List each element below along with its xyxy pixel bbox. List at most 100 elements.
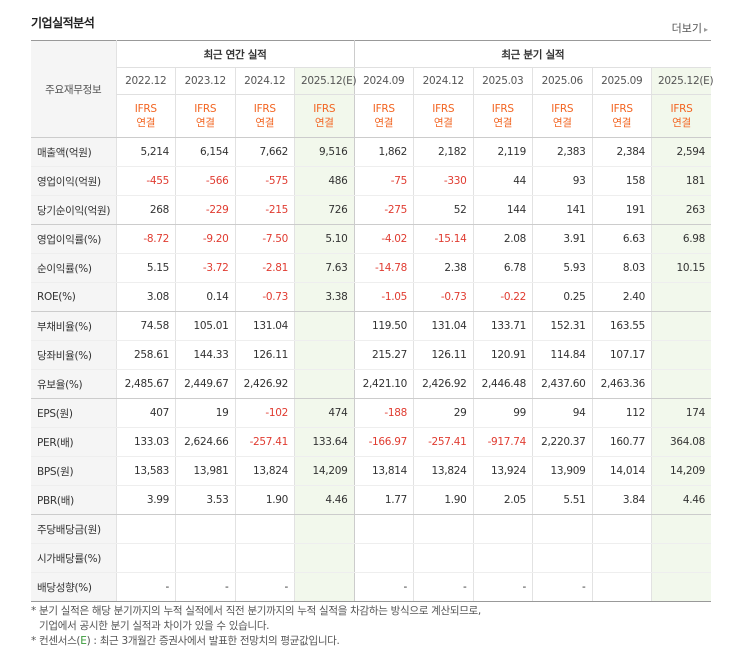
table-cell: [532, 543, 592, 573]
row-label: 순이익률(%): [31, 253, 116, 283]
row-label: EPS(원): [31, 398, 116, 428]
table-cell: -: [472, 572, 533, 602]
table-cell: [591, 543, 652, 573]
table-cell: 5.93: [532, 253, 592, 283]
ifrs-label: IFRS 연결: [294, 94, 354, 138]
period-header: 2024.12: [413, 67, 473, 95]
table-cell: 131.04: [413, 311, 473, 341]
table-cell: -215: [234, 195, 295, 225]
table-cell: 13,909: [532, 456, 592, 486]
row-label: 당기순이익(억원): [31, 195, 116, 225]
table-cell: 2,119: [472, 137, 533, 167]
table-cell: 114.84: [532, 340, 592, 370]
table-cell: 112: [591, 398, 652, 428]
table-cell: 133.64: [294, 427, 354, 457]
ifrs-line1: IFRS: [134, 103, 157, 115]
ifrs-label: IFRS 연결: [353, 94, 414, 138]
table-cell: 74.58: [115, 311, 176, 341]
table-cell: 474: [294, 398, 354, 428]
table-cell: -566: [175, 166, 235, 196]
table-cell: -: [353, 572, 414, 602]
table-cell: 120.91: [472, 340, 533, 370]
table-cell: [651, 282, 711, 312]
table-cell: [651, 543, 711, 573]
period-header: 2025.12(E): [651, 67, 714, 95]
table-cell: 14,209: [651, 456, 711, 486]
table-row: 영업이익(억원) -455 -566 -575 486 -75 -330 44 93 158 181: [31, 166, 711, 196]
table-cell: [115, 543, 176, 573]
table-cell: -0.73: [234, 282, 295, 312]
table-row: 당좌비율(%) 258.61 144.33 126.11 215.27 126.11 120…: [31, 340, 711, 370]
chevron-right-icon: ▸: [703, 25, 708, 34]
footnote-2-prefix: * 컨센서스(: [31, 635, 81, 647]
ifrs-line1: IFRS: [551, 103, 574, 115]
ifrs-line1: IFRS: [253, 103, 276, 115]
table-cell: 14,209: [294, 456, 354, 486]
table-cell: 52: [413, 195, 473, 225]
table-cell: 2.38: [413, 253, 473, 283]
row-label: 당좌비율(%): [31, 340, 116, 370]
table-cell: 133.71: [472, 311, 533, 341]
ifrs-line2: 연결: [136, 117, 156, 129]
table-cell: 6.98: [651, 224, 711, 254]
table-cell: 133.03: [115, 427, 176, 457]
table-cell: -8.72: [115, 224, 176, 254]
ifrs-line2: 연결: [374, 117, 394, 129]
period-header: 2025.09: [591, 67, 652, 95]
ifrs-line1: IFRS: [194, 103, 217, 115]
table-cell: -4.02: [353, 224, 414, 254]
table-cell: 486: [294, 166, 354, 196]
table-cell: -: [115, 572, 176, 602]
row-label: PBR(배): [31, 485, 116, 515]
table-cell: 2,426.92: [413, 369, 473, 399]
table-cell: [591, 572, 652, 602]
table-cell: 126.11: [413, 340, 473, 370]
annual-group-header: 최근 연간 실적: [115, 40, 354, 68]
table-cell: 2,437.60: [532, 369, 592, 399]
table-cell: -229: [175, 195, 235, 225]
table-cell: -15.14: [413, 224, 473, 254]
table-cell: 13,814: [353, 456, 414, 486]
row-label: 영업이익률(%): [31, 224, 116, 254]
table-cell: 2.40: [591, 282, 652, 312]
row-label: 유보율(%): [31, 369, 116, 399]
ifrs-line1: IFRS: [372, 103, 395, 115]
table-cell: 3.53: [175, 485, 235, 515]
table-row: 유보율(%) 2,485.67 2,449.67 2,426.92 2,421.10 2,…: [31, 369, 711, 399]
table-cell: 2,182: [413, 137, 473, 167]
table-cell: 144: [472, 195, 533, 225]
ifrs-line2: 연결: [612, 117, 632, 129]
table-row: BPS(원) 13,583 13,981 13,824 14,209 13,814 13,8…: [31, 456, 711, 486]
table-cell: [651, 369, 711, 399]
table-cell: [591, 514, 652, 544]
period-header: 2025.03: [472, 67, 533, 95]
table-cell: 3.38: [294, 282, 354, 312]
table-cell: [472, 514, 533, 544]
ifrs-line2: 연결: [493, 117, 513, 129]
table-cell: 407: [115, 398, 176, 428]
table-cell: -: [175, 572, 235, 602]
table-cell: -: [413, 572, 473, 602]
table-cell: -75: [353, 166, 414, 196]
ifrs-line1: IFRS: [432, 103, 455, 115]
estimate-marker: E: [80, 635, 87, 647]
table-cell: [651, 572, 711, 602]
table-cell: 6.63: [591, 224, 652, 254]
table-cell: [294, 369, 354, 399]
table-cell: 44: [472, 166, 533, 196]
row-label: 배당성향(%): [31, 572, 116, 602]
table-cell: [413, 514, 473, 544]
more-link[interactable]: 더보기 ▸: [672, 20, 708, 36]
table-cell: -2.81: [234, 253, 295, 283]
table-cell: -9.20: [175, 224, 235, 254]
table-cell: [294, 543, 354, 573]
table-cell: 5.15: [115, 253, 176, 283]
table-cell: 1.90: [413, 485, 473, 515]
row-label: PER(배): [31, 427, 116, 457]
table-cell: 2,449.67: [175, 369, 235, 399]
table-cell: 126.11: [234, 340, 295, 370]
table-cell: -257.41: [413, 427, 473, 457]
ifrs-line1: IFRS: [610, 103, 633, 115]
ifrs-label: IFRS 연결: [115, 94, 176, 138]
table-cell: -455: [115, 166, 176, 196]
